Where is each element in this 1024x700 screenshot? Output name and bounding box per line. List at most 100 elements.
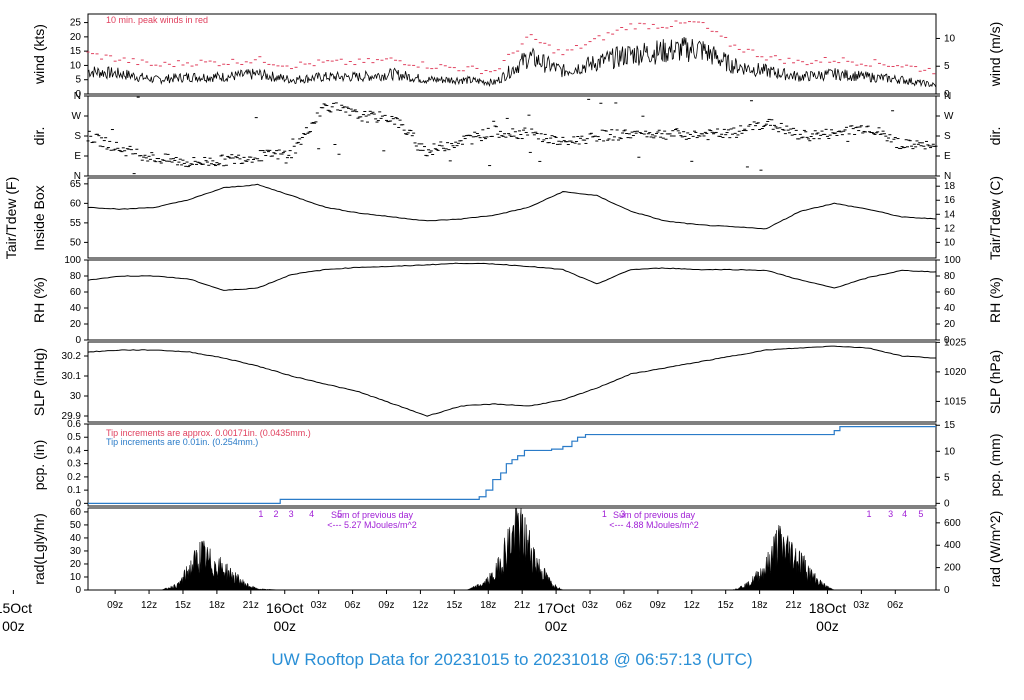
xtick-label: 06z xyxy=(887,600,903,611)
ytick-right-label: 200 xyxy=(944,563,961,574)
xtick-label: 03z xyxy=(311,600,327,611)
ytick-right-label: 16 xyxy=(944,195,956,206)
date-label: 17Oct xyxy=(537,600,574,616)
ytick-right-label: 10 xyxy=(944,237,956,248)
temp-ylabel-right: Tair/Tdew (C) xyxy=(987,176,1003,260)
rad-hour-marker: 2 xyxy=(273,509,278,519)
humidity-panel xyxy=(87,259,937,341)
rh-ylabel-right: RH (%) xyxy=(987,277,1003,323)
ytick-label: 30 xyxy=(70,546,82,557)
ytick-right-label: 20 xyxy=(944,319,956,330)
slp-line xyxy=(87,345,937,417)
rad-hour-marker: 4 xyxy=(902,509,907,519)
ytick-right-label: 600 xyxy=(944,518,961,529)
rh-line xyxy=(87,262,937,291)
rad-hour-marker: 1 xyxy=(602,509,607,519)
pcp-tip-note: Tip increments are 0.01in. (0.254mm.) xyxy=(106,437,258,447)
ytick-label: 50 xyxy=(70,237,82,248)
ytick-right-label: 0 xyxy=(944,498,950,509)
wind-speed-line xyxy=(87,36,936,88)
precip-panel xyxy=(87,423,937,507)
ytick-label: 60 xyxy=(70,507,82,518)
ytick-right-label: 60 xyxy=(944,287,956,298)
ytick-right-label: 12 xyxy=(944,223,956,234)
date-time-label: 00z xyxy=(816,618,839,634)
ytick-label: N xyxy=(74,171,81,182)
ytick-label: 0 xyxy=(75,335,81,346)
ytick-label: 50 xyxy=(70,520,82,531)
ytick-label: 0 xyxy=(75,585,81,596)
rad-hour-marker: 1 xyxy=(258,509,263,519)
xtick-label: 09z xyxy=(107,600,123,611)
xtick-label: 06z xyxy=(616,600,632,611)
wind-peak-note: 10 min. peak winds in red xyxy=(106,15,208,25)
radiation-area xyxy=(88,507,936,591)
xtick-label: 12z xyxy=(412,600,428,611)
rad-hour-marker: 3 xyxy=(289,509,294,519)
ytick-label: 0.1 xyxy=(67,485,81,496)
xtick-label: 18z xyxy=(209,600,225,611)
rad-sum-label-2: Sum of previous day xyxy=(613,510,696,520)
rad-ylabel: rad(Lgly/hr) xyxy=(31,513,47,585)
date-time-label: 00z xyxy=(2,618,25,634)
ytick-label: 40 xyxy=(70,303,82,314)
xtick-label: 21z xyxy=(785,600,801,611)
xtick-label: 06z xyxy=(345,600,361,611)
pcp-tip-note-approx: Tip increments are approx. 0.00171in. (0… xyxy=(106,428,311,438)
ytick-label: 30 xyxy=(70,391,82,402)
ytick-label: 29.9 xyxy=(62,411,82,422)
ytick-right-label: 0 xyxy=(944,89,950,100)
ytick-right-label: 0 xyxy=(944,585,950,596)
rad-hour-marker: 3 xyxy=(888,509,893,519)
ytick-label: 20 xyxy=(70,32,82,43)
pcp-ylabel-right: pcp. (mm) xyxy=(987,434,1003,497)
ytick-right-label: 10 xyxy=(944,446,956,457)
ytick-label: 60 xyxy=(70,287,82,298)
ytick-right-label: 10 xyxy=(944,33,956,44)
ytick-right-label: 40 xyxy=(944,303,956,314)
ytick-label: N xyxy=(74,91,81,102)
ytick-label: 25 xyxy=(70,18,82,29)
rh-ylabel: RH (%) xyxy=(31,277,47,323)
xtick-label: 21z xyxy=(243,600,259,611)
rad-ylabel-right: rad (W/m^2) xyxy=(987,511,1003,588)
ytick-label: 0.2 xyxy=(67,472,81,483)
rad-sum-value-1: <--- 5.27 MJoules/m^2 xyxy=(327,520,417,530)
ytick-right-label: 400 xyxy=(944,540,961,551)
ytick-label: 0.6 xyxy=(67,419,81,430)
ytick-right-label: 5 xyxy=(944,472,950,483)
ytick-label: 5 xyxy=(75,75,81,86)
ytick-label: 100 xyxy=(64,255,81,266)
dir-ylabel-right: dir. xyxy=(987,127,1003,146)
ytick-label: S xyxy=(74,131,81,142)
ytick-right-label: 15 xyxy=(944,420,956,431)
date-label: 15Oct xyxy=(0,600,32,616)
date-label: 18Oct xyxy=(809,600,846,616)
ytick-label: 10 xyxy=(70,572,82,583)
xtick-label: 12z xyxy=(684,600,700,611)
ytick-label: W xyxy=(72,111,82,122)
xtick-label: 09z xyxy=(650,600,666,611)
xtick-label: 18z xyxy=(752,600,768,611)
date-time-label: 00z xyxy=(545,618,568,634)
ytick-right-label: S xyxy=(944,131,951,142)
xtick-label: 15z xyxy=(446,600,462,611)
xtick-label: 03z xyxy=(853,600,869,611)
xtick-label: 12z xyxy=(141,600,157,611)
wind-panel xyxy=(87,13,937,95)
xtick-label: 21z xyxy=(514,600,530,611)
ytick-right-label: 14 xyxy=(944,209,956,220)
ytick-right-label: N xyxy=(944,91,951,102)
ytick-label: 0.3 xyxy=(67,459,81,470)
xtick-label: 03z xyxy=(582,600,598,611)
rad-hour-marker: 1 xyxy=(867,509,872,519)
ytick-label: 0.4 xyxy=(67,445,81,456)
pcp-ylabel: pcp. (in) xyxy=(31,440,47,491)
ytick-label: 20 xyxy=(70,319,82,330)
ytick-label: 80 xyxy=(70,271,82,282)
ytick-right-label: W xyxy=(944,111,954,122)
slp-ylabel-right: SLP (hPa) xyxy=(987,350,1003,414)
ytick-right-label: 1025 xyxy=(944,337,967,348)
ytick-right-label: 0 xyxy=(944,335,950,346)
